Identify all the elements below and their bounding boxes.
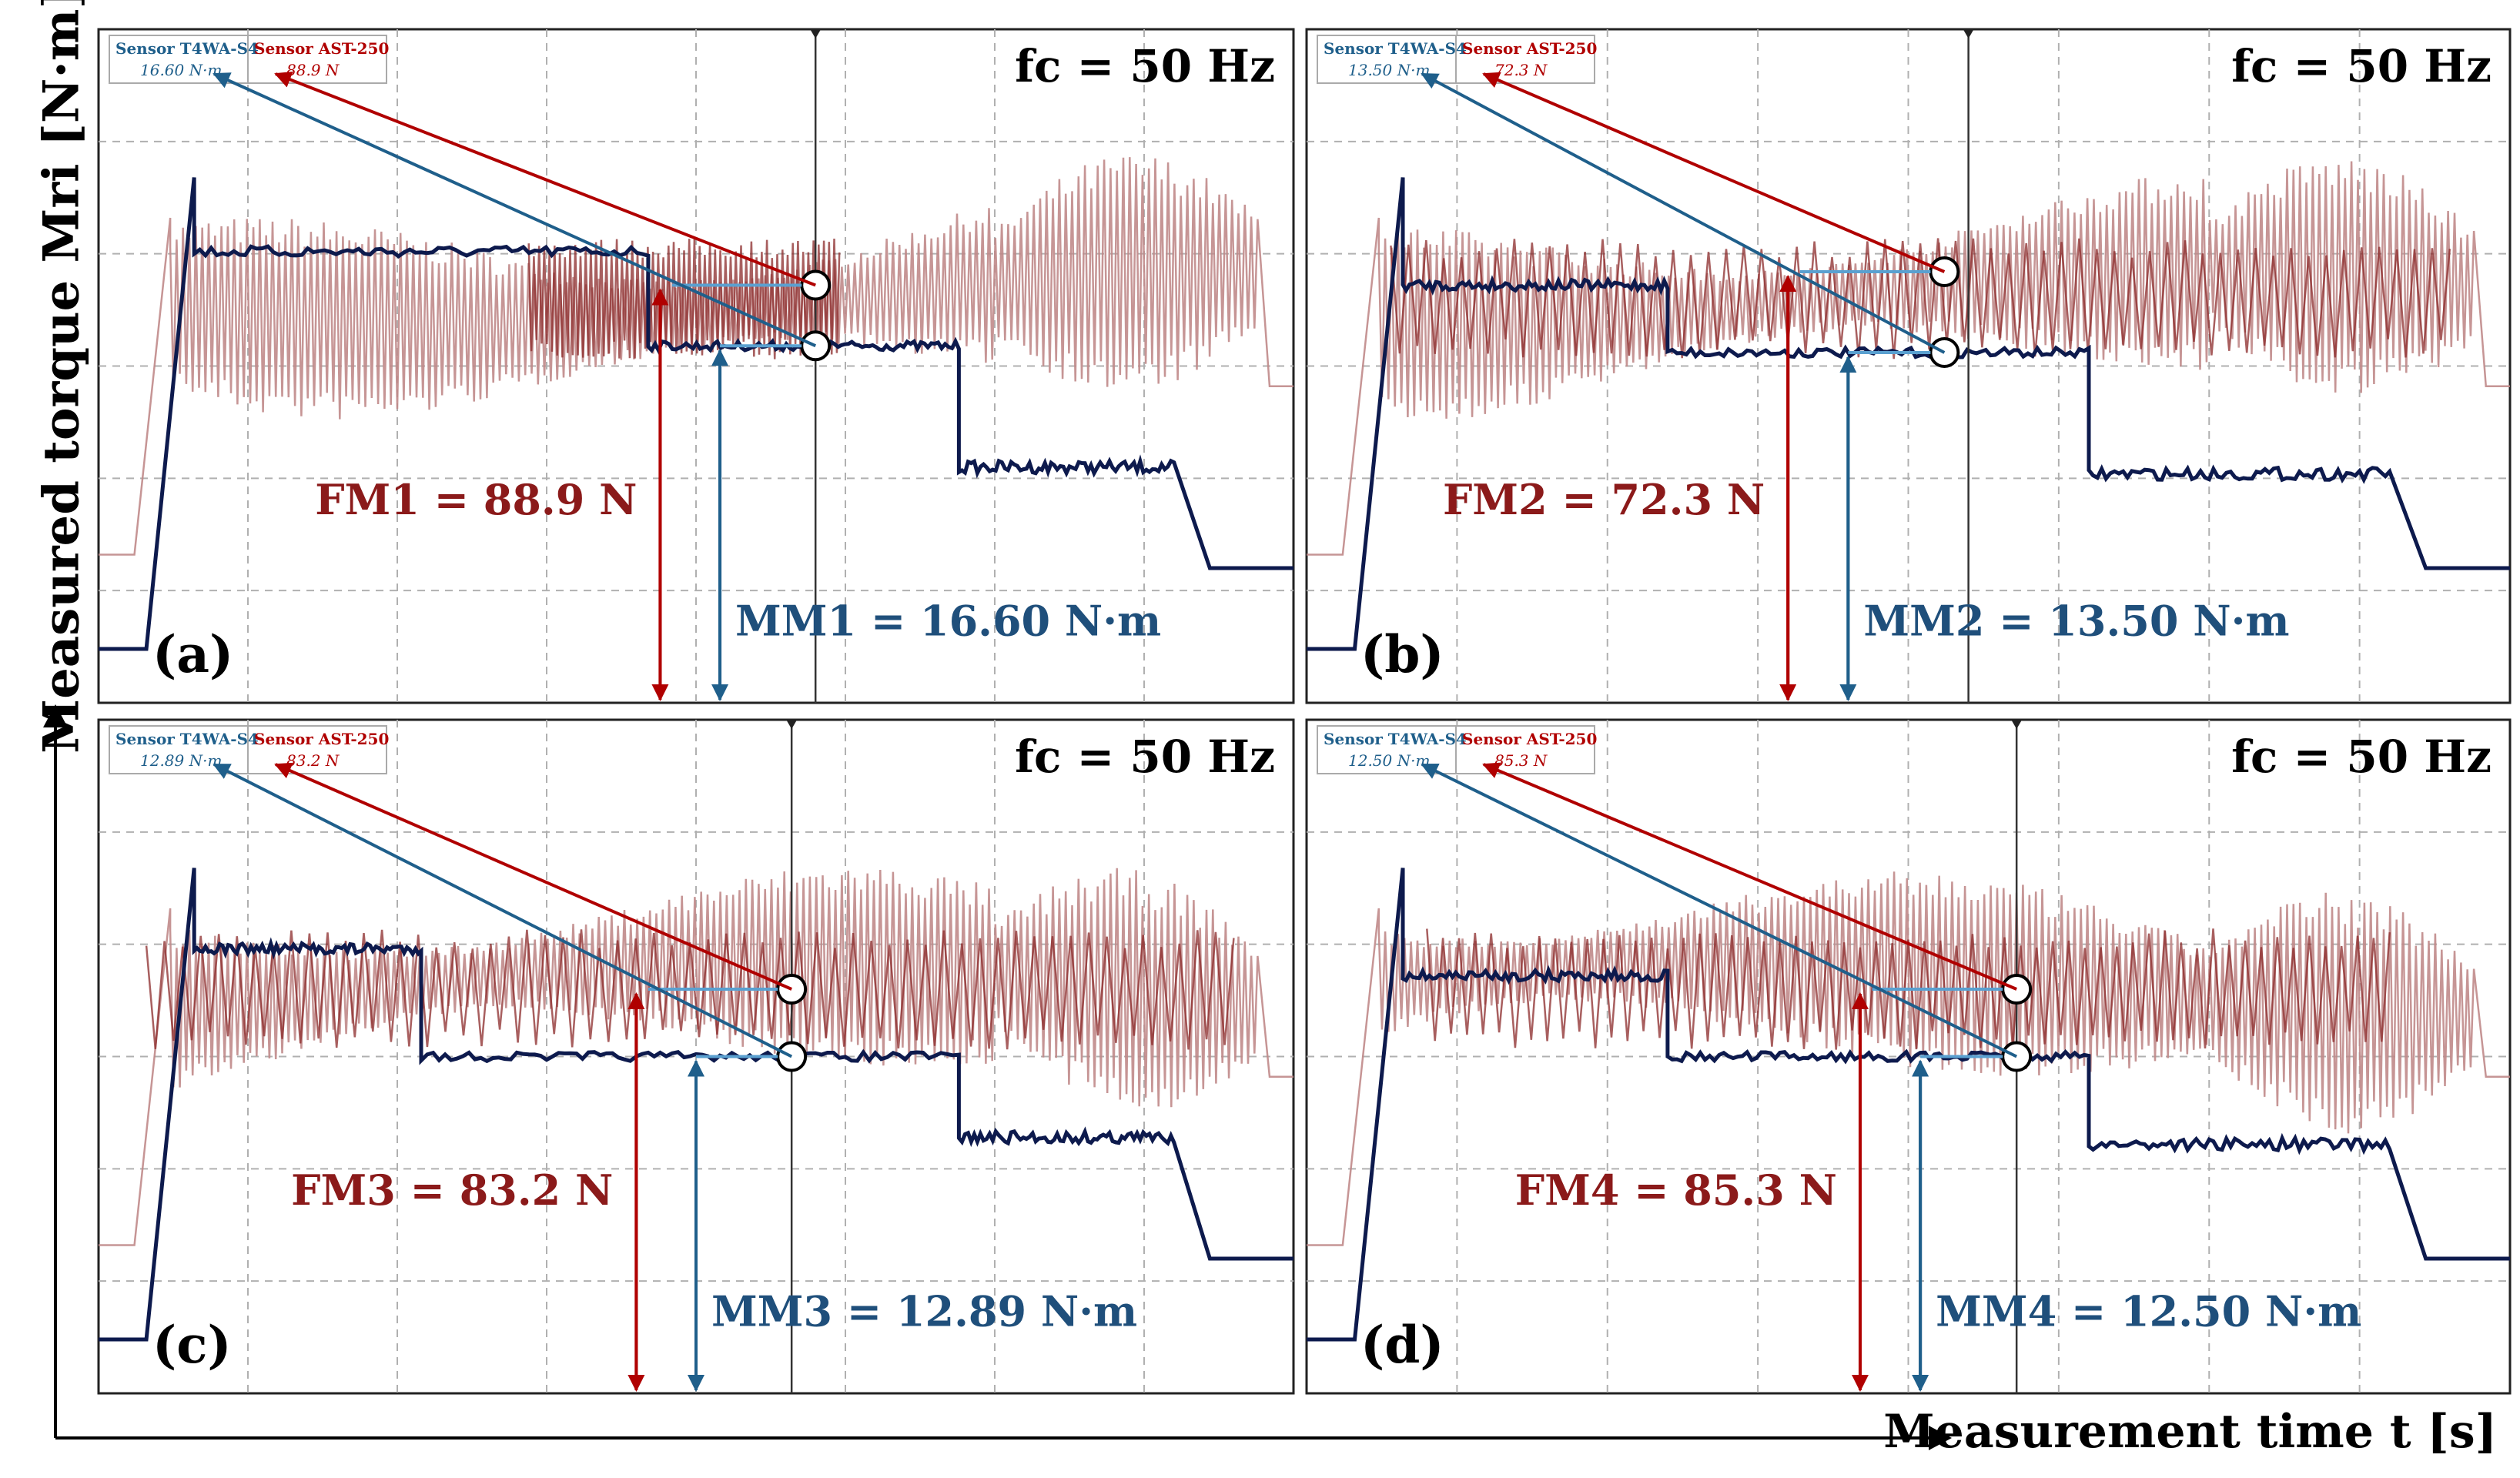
legend-sensor1-name: Sensor T4WA-S4 [115, 730, 259, 748]
legend-sensor2-value: 72.3 N [1494, 61, 1548, 79]
frequency-label: fc = 50 Hz [2231, 40, 2492, 92]
x-axis-arrowhead [1929, 1426, 1952, 1450]
panel-label: (b) [1360, 624, 1444, 684]
torque-signal-line [1307, 177, 2510, 651]
legend-sensor1-name: Sensor T4WA-S4 [1324, 39, 1467, 58]
panel-label: (c) [152, 1315, 232, 1375]
torque-annotation: MM3 = 12.89 N·m [711, 1287, 1137, 1336]
panel-3: Sensor T4WA-S4 12.89 N·m Sensor AST-250 83.… [97, 718, 1295, 1395]
panel-1: Sensor T4WA-S4 16.60 N·m Sensor AST-250 88.… [97, 28, 1295, 704]
panel-label: (a) [152, 624, 233, 684]
cursor-marker [1963, 29, 1974, 38]
legend-sensor1-name: Sensor T4WA-S4 [1324, 730, 1467, 748]
legend-sensor2-name: Sensor AST-250 [254, 39, 389, 58]
torque-marker-point [1929, 337, 1960, 368]
force-signal-dense [527, 238, 841, 359]
torque-annotation: MM2 = 13.50 N·m [1863, 597, 2289, 646]
panel-2: Sensor T4WA-S4 13.50 N·m Sensor AST-250 72.… [1305, 28, 2512, 704]
force-signal-line [99, 868, 1293, 1246]
force-signal-dense [1390, 238, 2451, 359]
legend-box: Sensor T4WA-S4 16.60 N·m Sensor AST-250 88.… [109, 35, 389, 84]
frequency-label: fc = 50 Hz [2231, 731, 2492, 783]
torque-annotation: MM4 = 12.50 N·m [1936, 1287, 2361, 1336]
panel-label: (d) [1360, 1315, 1444, 1375]
panel-4: Sensor T4WA-S4 12.50 N·m Sensor AST-250 85.… [1305, 718, 2512, 1395]
torque-pointer-arrow [1421, 763, 2018, 1058]
panels: Sensor T4WA-S4 16.60 N·m Sensor AST-250 88.… [97, 28, 2512, 1395]
torque-signal-line [1307, 868, 2510, 1342]
y-axis-label-text: Measured torque Mri [N·m] [32, 0, 91, 754]
legend-sensor1-value: 13.50 N·m [1348, 61, 1430, 79]
torque-pointer-arrow [213, 763, 793, 1058]
legend-sensor2-name: Sensor AST-250 [254, 730, 389, 748]
legend-sensor1-name: Sensor T4WA-S4 [115, 39, 259, 58]
torque-pointer-arrow [213, 72, 817, 348]
legend-sensor2-name: Sensor AST-250 [1462, 39, 1597, 58]
y-axis-arrowhead [43, 704, 68, 727]
force-pointer-arrow [1482, 72, 1946, 273]
force-marker-point [1929, 256, 1960, 287]
legend-box: Sensor T4WA-S4 12.50 N·m Sensor AST-250 85.… [1317, 725, 1597, 774]
force-pointer-arrow [274, 72, 816, 287]
legend-sensor2-value: 85.3 N [1494, 751, 1548, 770]
legend-box: Sensor T4WA-S4 12.89 N·m Sensor AST-250 83.… [109, 725, 389, 774]
x-axis-label: Measurement time t [s] [1883, 1405, 2497, 1459]
cursor-marker [786, 720, 798, 729]
force-annotation: FM4 = 85.3 N [1515, 1165, 1837, 1215]
frequency-label: fc = 50 Hz [1015, 40, 1275, 92]
legend-sensor2-value: 88.9 N [286, 61, 340, 79]
torque-signal-line [99, 868, 1293, 1342]
legend-sensor2-name: Sensor AST-250 [1462, 730, 1597, 748]
legend-sensor1-value: 12.89 N·m [140, 751, 222, 770]
force-signal-dense [145, 929, 1235, 1050]
frequency-label: fc = 50 Hz [1015, 731, 1275, 783]
force-signal-line [1307, 871, 2510, 1246]
force-annotation: FM1 = 88.9 N [315, 475, 637, 524]
force-annotation: FM3 = 83.2 N [291, 1165, 613, 1215]
legend-sensor2-value: 83.2 N [286, 751, 340, 770]
legend-sensor1-value: 12.50 N·m [1348, 751, 1430, 770]
legend-box: Sensor T4WA-S4 13.50 N·m Sensor AST-250 72.… [1317, 35, 1597, 84]
force-annotation: FM2 = 72.3 N [1443, 475, 1765, 524]
torque-annotation: MM1 = 16.60 N·m [735, 597, 1161, 646]
force-signal-dense [1426, 928, 2391, 1050]
torque-pointer-arrow [1421, 72, 1946, 354]
cursor-marker [810, 29, 822, 38]
force-pointer-arrow [1482, 762, 2017, 991]
force-pointer-arrow [274, 762, 792, 991]
legend-sensor1-value: 16.60 N·m [140, 61, 222, 79]
cursor-marker [2011, 720, 2023, 729]
